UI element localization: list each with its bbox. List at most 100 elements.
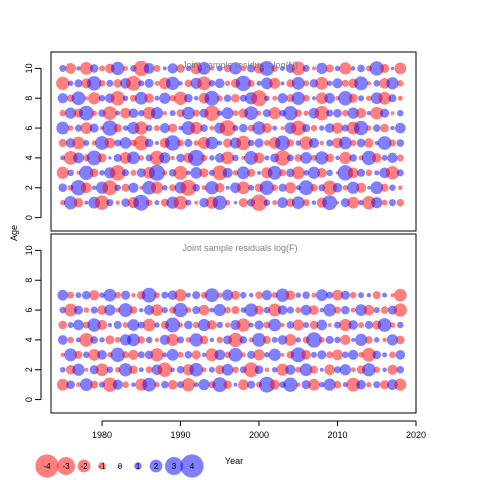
residual-point [205,136,219,150]
residual-point [221,363,234,376]
residual-point [269,77,281,89]
residual-point [340,334,351,346]
residual-point [323,303,337,317]
residual-point [200,124,208,132]
residual-point [76,66,81,71]
residual-point [144,138,154,148]
residual-point [217,140,223,146]
residual-point [377,136,392,150]
residual-point [253,349,265,361]
residual-point [386,334,399,346]
y-tick-label: 6 [24,308,34,313]
residual-point [83,307,90,313]
residual-point [369,61,384,76]
residual-point [380,183,389,192]
residual-point [102,180,118,196]
residual-point [380,108,390,118]
residual-point [176,365,185,374]
residual-point [120,290,131,300]
residual-point [67,125,74,131]
residual-point [291,166,305,180]
residual-point [301,349,311,360]
residual-point [314,105,329,121]
residual-point [128,349,139,360]
residual-point [118,363,133,377]
residual-point [181,378,196,392]
residual-point [277,197,288,209]
residual-point [338,91,353,106]
residual-point [185,307,192,313]
residual-point [357,64,365,73]
residual-point [97,305,107,315]
residual-point [233,200,238,205]
residual-point [134,121,148,135]
residual-point [154,200,160,206]
residual-point [138,80,145,87]
residual-point [198,304,210,316]
residual-point [150,107,164,120]
residual-point [58,183,68,193]
residual-point [91,110,97,116]
residual-point [373,381,381,389]
residual-point [205,181,219,195]
residual-point [380,380,390,390]
residual-point [364,320,373,330]
residual-point [113,79,123,88]
residual-point [60,366,66,373]
residual-point [223,380,232,389]
residual-point [217,110,223,116]
residual-point [280,65,286,71]
residual-point [162,66,167,71]
legend-label: 4 [190,462,195,471]
residual-point [311,96,316,101]
residual-point [212,165,228,181]
residual-point [285,290,296,300]
residual-point [121,198,130,207]
residual-point [394,122,406,134]
residual-point [66,380,75,389]
residual-point [122,169,130,177]
residual-point [216,65,223,72]
residual-point [367,186,371,190]
residual-point [209,66,215,71]
residual-point [99,65,106,72]
residual-point [65,63,76,74]
residual-point [231,93,240,103]
residual-point [153,292,160,299]
residual-point [133,60,149,77]
residual-point [154,80,160,86]
residual-point [131,382,136,387]
residual-point [298,180,314,196]
residual-point [111,61,125,76]
residual-point [262,335,271,344]
residual-point [347,181,360,194]
residual-point [63,196,78,210]
residual-point [153,64,161,72]
residual-point [393,288,407,302]
residual-point [286,139,295,147]
residual-point [388,199,396,207]
residual-point [325,153,334,163]
residual-point [129,306,138,314]
residual-point [170,155,175,161]
residual-point [104,137,116,149]
residual-point [64,303,78,317]
residual-point [308,378,320,391]
residual-point [302,64,310,72]
residual-point [106,199,114,207]
residual-point [268,348,281,361]
residual-point [278,183,287,192]
residual-point [292,319,304,331]
residual-point [373,337,380,343]
residual-point [214,78,225,89]
residual-point [221,107,234,120]
residual-point [366,110,372,116]
residual-point [166,76,180,90]
residual-point [98,80,106,87]
residual-point [316,167,327,178]
residual-point [99,337,105,343]
residual-point [72,363,85,376]
legend-label: 1 [136,462,141,471]
residual-point [173,302,188,318]
residual-point [138,155,145,161]
